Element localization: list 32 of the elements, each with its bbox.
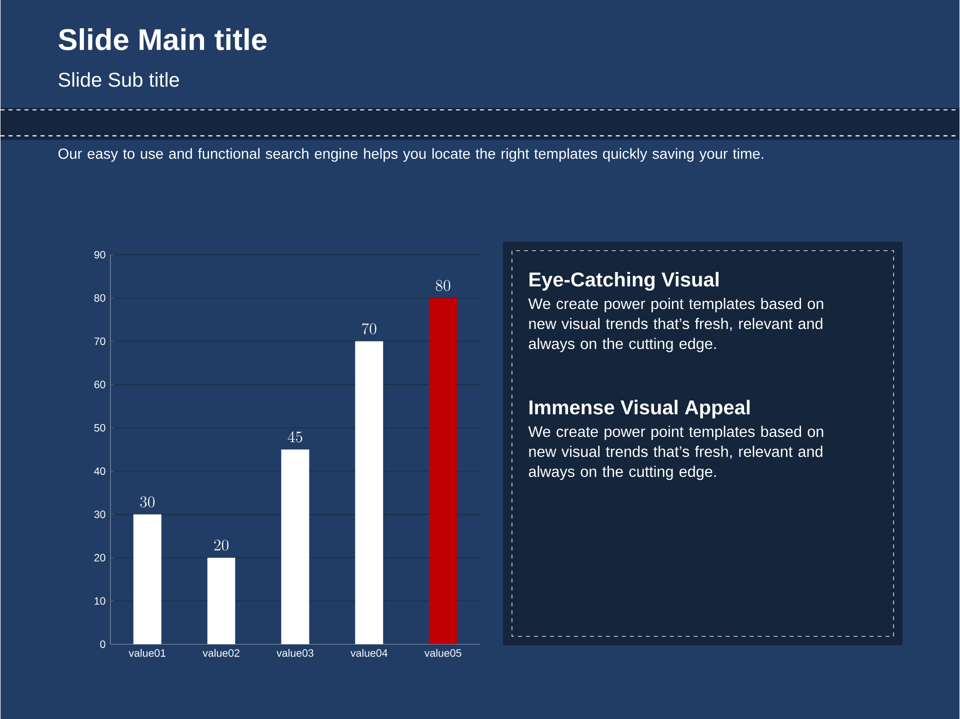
y-tick-label: 20	[94, 554, 106, 562]
y-tick-label: 60	[94, 380, 106, 388]
data-label: 70	[362, 323, 376, 334]
bar	[429, 298, 458, 644]
y-tick-label: 30	[94, 510, 106, 518]
data-label: 30	[140, 496, 155, 508]
y-tick-label: 90	[94, 250, 106, 258]
bar	[207, 558, 236, 644]
x-tick-label: value04	[350, 648, 388, 657]
x-tick-label: value03	[276, 648, 314, 657]
chart-title: Slide Main title	[58, 28, 267, 50]
chart-subtitle: Slide Sub title	[58, 72, 179, 87]
x-tick-label: value05	[424, 648, 462, 657]
y-tick-label: 70	[94, 337, 106, 345]
text: We create power point templates based on new visual trends that’s fresh, relevant and always on the cutting edge.	[528, 426, 824, 480]
x-tick-label: value02	[202, 648, 240, 657]
data-label: 80	[436, 280, 450, 291]
y-tick-label: 0	[100, 640, 106, 648]
text: Our easy to use and functional search engine helps you locate the right templates quickly saving your time.	[58, 148, 764, 162]
x-tick-label: value01	[128, 648, 166, 657]
data-label: 45	[288, 431, 302, 442]
text: We create power point templates based on new visual trends that’s fresh, relevant and always on the cutting edge.	[528, 298, 824, 352]
bar	[355, 341, 384, 644]
text: Eye-Catching Visual	[530, 272, 719, 291]
data-label: 20	[214, 540, 228, 551]
bar	[133, 514, 162, 644]
y-tick-label: 50	[94, 424, 106, 432]
bar	[281, 449, 310, 644]
text: Immense Visual Appeal	[530, 400, 750, 418]
y-tick-label: 80	[94, 294, 106, 302]
y-tick-label: 10	[94, 597, 106, 605]
y-tick-label: 40	[94, 467, 106, 475]
